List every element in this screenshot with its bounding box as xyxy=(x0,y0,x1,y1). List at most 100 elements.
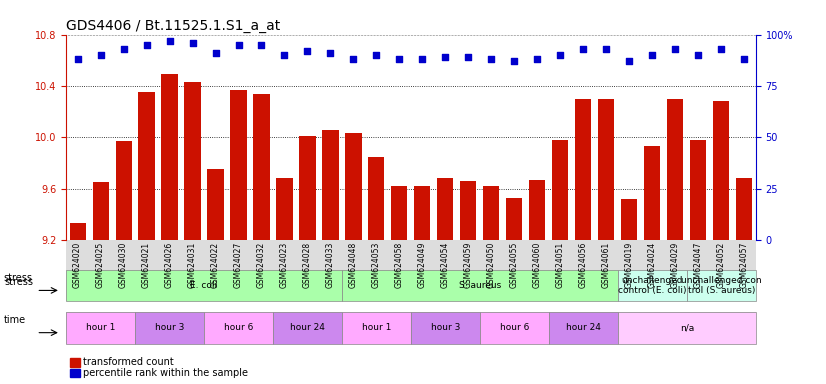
Bar xyxy=(322,129,339,240)
Text: GSM624033: GSM624033 xyxy=(326,242,335,288)
Text: GSM624025: GSM624025 xyxy=(96,242,105,288)
Point xyxy=(623,58,636,65)
Bar xyxy=(392,186,407,240)
Text: unchallenged con
trol (S. aureus): unchallenged con trol (S. aureus) xyxy=(681,276,762,295)
Point xyxy=(439,54,452,60)
Text: GSM624053: GSM624053 xyxy=(372,242,381,288)
Point xyxy=(531,56,544,62)
Text: hour 24: hour 24 xyxy=(566,323,601,333)
Text: hour 6: hour 6 xyxy=(500,323,529,333)
Point xyxy=(163,38,176,44)
Text: S. aureus: S. aureus xyxy=(458,281,501,290)
Point xyxy=(71,56,84,62)
Text: hour 1: hour 1 xyxy=(362,323,392,333)
Text: GSM624055: GSM624055 xyxy=(510,242,519,288)
Text: hour 3: hour 3 xyxy=(430,323,460,333)
Bar xyxy=(69,223,86,240)
Text: GSM624030: GSM624030 xyxy=(119,242,128,288)
Point xyxy=(232,42,245,48)
Text: GSM624026: GSM624026 xyxy=(165,242,174,288)
Point xyxy=(646,52,659,58)
Bar xyxy=(345,133,362,240)
Text: GSM624031: GSM624031 xyxy=(188,242,197,288)
Text: GSM624051: GSM624051 xyxy=(556,242,565,288)
Bar xyxy=(483,186,500,240)
Point xyxy=(691,52,705,58)
Text: GSM624061: GSM624061 xyxy=(602,242,611,288)
Point xyxy=(209,50,222,56)
Text: GSM624054: GSM624054 xyxy=(441,242,450,288)
Text: GSM624019: GSM624019 xyxy=(624,242,634,288)
Text: hour 3: hour 3 xyxy=(154,323,184,333)
Text: hour 24: hour 24 xyxy=(290,323,325,333)
Bar xyxy=(506,198,522,240)
Point xyxy=(94,52,107,58)
Point xyxy=(324,50,337,56)
Bar xyxy=(438,179,453,240)
Bar xyxy=(644,146,660,240)
Text: GSM624022: GSM624022 xyxy=(211,242,220,288)
Bar xyxy=(598,99,615,240)
Text: GSM624021: GSM624021 xyxy=(142,242,151,288)
Text: E. coli: E. coli xyxy=(191,281,217,290)
Text: percentile rank within the sample: percentile rank within the sample xyxy=(83,368,249,378)
Text: unchallenged
control (E. coli): unchallenged control (E. coli) xyxy=(618,276,686,295)
Point xyxy=(577,46,590,52)
Bar xyxy=(184,82,201,240)
Bar xyxy=(139,92,154,240)
Bar xyxy=(529,180,545,240)
Bar xyxy=(667,99,683,240)
Text: GSM624049: GSM624049 xyxy=(418,242,427,288)
Text: stress: stress xyxy=(3,273,32,283)
Bar xyxy=(621,199,638,240)
Text: transformed count: transformed count xyxy=(83,358,174,367)
Point xyxy=(669,46,682,52)
Point xyxy=(255,42,268,48)
Bar xyxy=(93,182,108,240)
Point xyxy=(415,56,429,62)
Bar xyxy=(277,179,292,240)
Point xyxy=(301,48,314,54)
Point xyxy=(462,54,475,60)
Text: GSM624057: GSM624057 xyxy=(740,242,749,288)
Point xyxy=(186,40,199,46)
Text: hour 6: hour 6 xyxy=(224,323,254,333)
Point xyxy=(347,56,360,62)
Text: stress: stress xyxy=(4,277,33,287)
Text: GSM624058: GSM624058 xyxy=(395,242,404,288)
Text: GSM624047: GSM624047 xyxy=(694,242,703,288)
Bar xyxy=(691,140,706,240)
Text: GSM624028: GSM624028 xyxy=(303,242,312,288)
Bar xyxy=(368,157,384,240)
Bar xyxy=(714,101,729,240)
Text: GDS4406 / Bt.11525.1.S1_a_at: GDS4406 / Bt.11525.1.S1_a_at xyxy=(66,19,280,33)
Point xyxy=(278,52,291,58)
Point xyxy=(738,56,751,62)
Text: GSM624048: GSM624048 xyxy=(349,242,358,288)
Bar xyxy=(576,99,591,240)
Text: GSM624060: GSM624060 xyxy=(533,242,542,288)
Bar xyxy=(736,179,752,240)
Bar xyxy=(207,169,224,240)
Bar xyxy=(415,186,430,240)
Text: GSM624029: GSM624029 xyxy=(671,242,680,288)
Bar xyxy=(230,90,246,240)
Bar xyxy=(553,140,568,240)
Text: hour 1: hour 1 xyxy=(86,323,116,333)
Text: GSM624059: GSM624059 xyxy=(464,242,473,288)
Bar xyxy=(300,136,316,240)
Point xyxy=(714,46,728,52)
Text: GSM624032: GSM624032 xyxy=(257,242,266,288)
Text: GSM624024: GSM624024 xyxy=(648,242,657,288)
Text: GSM624027: GSM624027 xyxy=(234,242,243,288)
Point xyxy=(140,42,153,48)
Text: GSM624056: GSM624056 xyxy=(579,242,588,288)
Bar xyxy=(460,181,477,240)
Point xyxy=(117,46,131,52)
Text: n/a: n/a xyxy=(680,323,694,333)
Point xyxy=(508,58,521,65)
Bar xyxy=(116,141,131,240)
Text: GSM624023: GSM624023 xyxy=(280,242,289,288)
Text: time: time xyxy=(3,315,26,325)
Point xyxy=(393,56,406,62)
